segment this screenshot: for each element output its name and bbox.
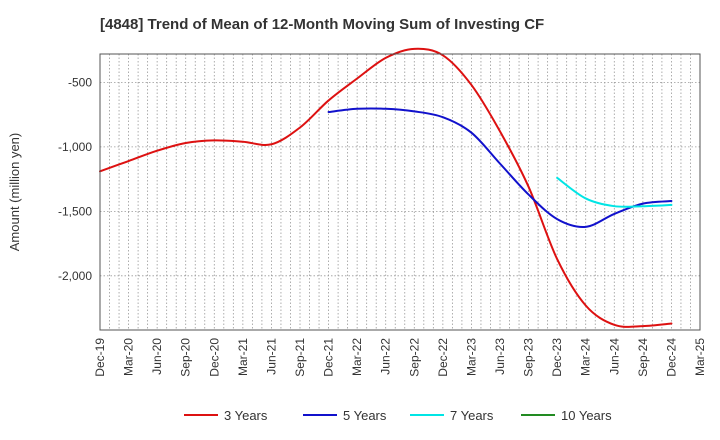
- x-tick-label: Dec-19: [93, 338, 107, 377]
- x-tick-label: Mar-22: [350, 338, 364, 376]
- series-line-7-years: [556, 176, 673, 208]
- x-tick-label: Dec-23: [550, 338, 564, 377]
- x-tick-label: Dec-22: [436, 338, 450, 377]
- x-tick-labels: Dec-19 Mar-20 Jun-20 Sep-20 Dec-20 Mar-21 Jun-…: [93, 338, 707, 377]
- x-tick-label: Sep-22: [407, 338, 421, 377]
- x-tick-label: Dec-24: [664, 338, 678, 377]
- y-tick-label: -1,500: [58, 204, 92, 218]
- plot-area: [100, 54, 700, 330]
- x-tick-label: Sep-21: [293, 338, 307, 377]
- plot-frame: [99, 53, 701, 331]
- x-tick-label: Mar-21: [236, 338, 250, 376]
- series-line-5-years: [327, 107, 673, 228]
- series-layer: [99, 47, 673, 328]
- x-tick-label: Sep-24: [636, 338, 650, 377]
- y-tick-label: -2,000: [58, 269, 92, 283]
- legend-label: 10 Years: [561, 408, 612, 423]
- grid-layer: [100, 54, 700, 330]
- x-tick-label: Dec-20: [207, 338, 221, 377]
- y-tick-label: -1,000: [58, 140, 92, 154]
- legend-item-10-years: 10 Years: [521, 408, 612, 423]
- x-tick-label: Mar-25: [693, 338, 707, 376]
- x-tick-label: Dec-21: [322, 338, 336, 377]
- legend-item-3-years: 3 Years: [184, 408, 268, 423]
- x-tick-label: Mar-23: [464, 338, 478, 376]
- x-tick-label: Jun-24: [607, 338, 621, 375]
- x-tick-label: Mar-24: [579, 338, 593, 376]
- legend-item-7-years: 7 Years: [410, 408, 494, 423]
- x-tick-label: Jun-21: [264, 338, 278, 375]
- x-tick-label: Jun-22: [379, 338, 393, 375]
- legend: 3 Years 5 Years 7 Years 10 Years: [184, 408, 612, 423]
- x-tick-label: Sep-20: [179, 338, 193, 377]
- series-line-3-years: [99, 47, 673, 328]
- y-axis-label: Amount (million yen): [7, 133, 22, 252]
- legend-item-5-years: 5 Years: [303, 408, 387, 423]
- legend-label: 3 Years: [224, 408, 268, 423]
- x-tick-label: Jun-23: [493, 338, 507, 375]
- x-tick-label: Mar-20: [122, 338, 136, 376]
- chart-title: [4848] Trend of Mean of 12-Month Moving …: [100, 16, 544, 33]
- x-tick-label: Sep-23: [522, 338, 536, 377]
- x-tick-label: Jun-20: [150, 338, 164, 375]
- legend-label: 5 Years: [343, 408, 387, 423]
- y-tick-labels: -500 -1,000 -1,500 -2,000: [58, 75, 92, 282]
- legend-label: 7 Years: [450, 408, 494, 423]
- y-tick-label: -500: [68, 75, 92, 89]
